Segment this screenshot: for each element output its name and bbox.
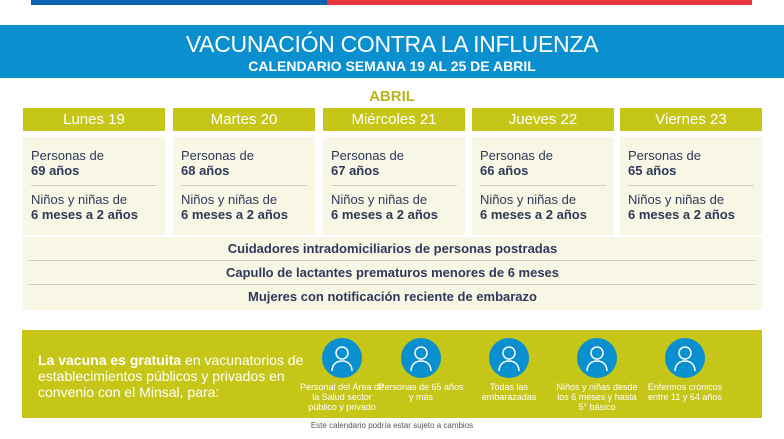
- day-card: Personas de 65 años Niños y niñas de 6 mes…: [620, 137, 762, 235]
- pregnant-woman-icon: [489, 338, 529, 378]
- month-label: ABRIL: [369, 88, 415, 105]
- header-band: VACUNACIÓN CONTRA LA INFLUENZA CALENDARI…: [0, 25, 784, 78]
- group-label: Niños y niñas de: [628, 192, 725, 207]
- all-week-row: Cuidadores intradomiciliarios de persona…: [29, 237, 756, 261]
- group-value: 69 años: [31, 163, 80, 178]
- divider: [331, 185, 457, 186]
- target-group-label: Enfermos crónicos entre 11 y 64 años: [647, 382, 723, 402]
- info-text: La vacuna es gratuita en vacunatorios de…: [38, 352, 328, 400]
- info-bold: La vacuna es gratuita: [38, 352, 182, 368]
- target-group: Personal del Área de la Salud sector púb…: [297, 338, 387, 412]
- page-subtitle: CALENDARIO SEMANA 19 AL 25 DE ABRIL: [248, 58, 536, 74]
- day-header: Jueves 22: [472, 108, 614, 131]
- group-value: 66 años: [480, 163, 529, 178]
- all-week-groups: Cuidadores intradomiciliarios de persona…: [23, 237, 762, 310]
- group-value: 6 meses a 2 años: [628, 207, 735, 222]
- group-label: Personas de: [181, 148, 254, 163]
- group-label: Personas de: [480, 148, 553, 163]
- group-value: 6 meses a 2 años: [480, 207, 587, 222]
- divider: [628, 185, 754, 186]
- flag-stripe-red: [327, 0, 752, 5]
- divider: [480, 185, 606, 186]
- group-label: Niños y niñas de: [331, 192, 428, 207]
- all-week-row: Capullo de lactantes prematuros menores …: [29, 261, 756, 285]
- all-week-row: Mujeres con notificación reciente de emb…: [248, 289, 537, 304]
- chronic-patient-icon: [665, 338, 705, 378]
- target-group: Personas de 65 años y más: [376, 338, 466, 402]
- day-card: Personas de 66 años Niños y niñas de 6 mes…: [472, 137, 614, 235]
- disclaimer: Este calendario podría estar sujeto a ca…: [310, 421, 474, 430]
- info-box: La vacuna es gratuita en vacunatorios de…: [22, 330, 762, 418]
- day-card: Personas de 68 años Niños y niñas de 6 mes…: [173, 137, 315, 235]
- group-label: Niños y niñas de: [181, 192, 278, 207]
- target-group: Niños y niñas desde los 6 meses y hasta …: [552, 338, 642, 412]
- info-rest: en vacunatorios de establecimientos públ…: [38, 352, 304, 400]
- child-icon: [577, 338, 617, 378]
- divider: [31, 185, 157, 186]
- group-value: 6 meses a 2 años: [331, 207, 438, 222]
- day-header: Viernes 23: [620, 108, 762, 131]
- group-value: 6 meses a 2 años: [31, 207, 138, 222]
- day-header: Martes 20: [173, 108, 315, 131]
- group-value: 6 meses a 2 años: [181, 207, 288, 222]
- target-group-label: Personas de 65 años y más: [378, 382, 464, 402]
- group-label: Niños y niñas de: [480, 192, 577, 207]
- day-header: Lunes 19: [23, 108, 165, 131]
- flag-stripe-blue: [31, 0, 327, 5]
- group-value: 65 años: [628, 163, 677, 178]
- divider: [181, 185, 307, 186]
- elderly-couple-icon: [401, 338, 441, 378]
- group-label: Personas de: [331, 148, 404, 163]
- group-label: Niños y niñas de: [31, 192, 128, 207]
- day-card: Personas de 69 años Niños y niñas de 6 mes…: [23, 137, 165, 235]
- target-group-label: Niños y niñas desde los 6 meses y hasta …: [556, 382, 638, 412]
- target-group: Todas las embarazadas: [464, 338, 554, 402]
- group-label: Personas de: [628, 148, 701, 163]
- target-group: Enfermos crónicos entre 11 y 64 años: [640, 338, 730, 402]
- group-label: Personas de: [31, 148, 104, 163]
- target-group-label: Personal del Área de la Salud sector púb…: [299, 382, 385, 412]
- group-value: 67 años: [331, 163, 380, 178]
- target-group-label: Todas las embarazadas: [481, 382, 537, 402]
- group-value: 68 años: [181, 163, 230, 178]
- day-header: Miércoles 21: [323, 108, 465, 131]
- page-title: VACUNACIÓN CONTRA LA INFLUENZA: [185, 31, 599, 57]
- health-worker-icon: [322, 338, 362, 378]
- day-card: Personas de 67 años Niños y niñas de 6 mes…: [323, 137, 465, 235]
